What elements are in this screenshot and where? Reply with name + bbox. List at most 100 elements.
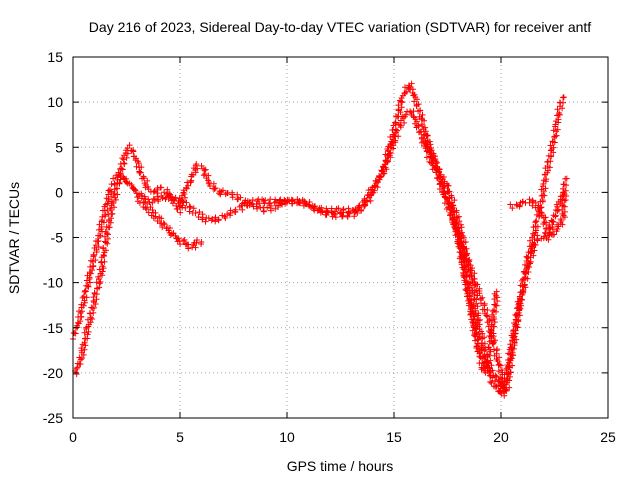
data-point-marker bbox=[529, 202, 536, 209]
data-point-marker bbox=[551, 134, 558, 141]
x-tick-label: 10 bbox=[279, 429, 295, 445]
data-point-marker bbox=[81, 288, 88, 295]
data-point-marker bbox=[78, 301, 85, 308]
data-point-marker bbox=[444, 198, 451, 205]
data-point-marker bbox=[392, 113, 399, 120]
data-point-marker bbox=[183, 199, 190, 206]
data-point-marker bbox=[367, 197, 374, 204]
data-point-marker bbox=[260, 208, 267, 215]
data-point-marker bbox=[118, 165, 125, 172]
data-point-marker bbox=[369, 184, 376, 191]
data-point-marker bbox=[203, 175, 210, 182]
data-point-marker bbox=[345, 209, 352, 216]
data-point-marker bbox=[132, 187, 139, 194]
data-point-marker bbox=[239, 206, 246, 213]
data-point-marker bbox=[456, 249, 463, 256]
data-point-marker bbox=[534, 223, 541, 230]
data-point-marker bbox=[296, 197, 303, 204]
data-point-marker bbox=[239, 200, 246, 207]
data-point-marker bbox=[117, 173, 124, 180]
data-point-marker bbox=[374, 178, 381, 185]
data-point-marker bbox=[554, 126, 561, 133]
data-point-marker bbox=[513, 201, 520, 208]
y-tick-label: -25 bbox=[43, 410, 63, 426]
data-point-marker bbox=[234, 196, 241, 203]
x-tick-label: 20 bbox=[493, 429, 509, 445]
data-point-marker bbox=[161, 221, 168, 228]
data-point-marker bbox=[324, 208, 331, 215]
y-tick-label: -15 bbox=[43, 320, 63, 336]
data-point-marker bbox=[144, 177, 151, 184]
data-point-marker bbox=[515, 312, 522, 319]
data-point-marker bbox=[256, 200, 263, 207]
data-point-marker bbox=[444, 189, 451, 196]
data-point-marker bbox=[546, 221, 553, 228]
data-point-marker bbox=[289, 198, 296, 205]
data-point-marker bbox=[401, 119, 408, 126]
data-point-marker bbox=[76, 360, 83, 367]
data-point-marker bbox=[465, 282, 472, 289]
data-point-marker bbox=[117, 171, 124, 178]
y-tick-label: -10 bbox=[43, 275, 63, 291]
data-point-marker bbox=[89, 305, 96, 312]
data-point-marker bbox=[412, 120, 419, 127]
data-point-marker bbox=[96, 280, 103, 287]
data-point-marker bbox=[152, 213, 159, 220]
data-point-marker bbox=[462, 281, 469, 288]
data-point-marker bbox=[483, 363, 490, 370]
data-point-marker bbox=[550, 212, 557, 219]
data-point-marker bbox=[469, 318, 476, 325]
data-point-marker bbox=[555, 198, 562, 205]
data-point-marker bbox=[91, 290, 98, 297]
data-point-marker bbox=[465, 302, 472, 309]
data-point-marker bbox=[560, 189, 567, 196]
data-point-marker bbox=[145, 196, 152, 203]
data-point-marker bbox=[495, 368, 502, 375]
data-point-marker bbox=[279, 201, 286, 208]
data-point-marker bbox=[90, 294, 97, 301]
data-point-marker bbox=[520, 276, 527, 283]
data-point-marker bbox=[242, 197, 249, 204]
data-point-marker bbox=[529, 234, 536, 241]
data-point-marker bbox=[505, 370, 512, 377]
data-point-marker bbox=[192, 169, 199, 176]
data-point-marker bbox=[70, 330, 77, 337]
data-point-marker bbox=[107, 186, 114, 193]
data-point-marker bbox=[124, 150, 131, 157]
data-point-marker bbox=[150, 188, 157, 195]
data-point-marker bbox=[370, 189, 377, 196]
data-point-marker bbox=[490, 340, 497, 347]
data-point-marker bbox=[492, 302, 499, 309]
data-point-marker bbox=[467, 306, 474, 313]
data-point-marker bbox=[111, 190, 118, 197]
data-point-marker bbox=[462, 262, 469, 269]
data-point-marker bbox=[97, 270, 104, 277]
data-point-marker bbox=[131, 153, 138, 160]
data-point-marker bbox=[149, 199, 156, 206]
data-point-marker bbox=[95, 243, 102, 250]
data-point-marker bbox=[455, 225, 462, 232]
data-point-marker bbox=[401, 113, 408, 120]
data-point-marker bbox=[518, 277, 525, 284]
data-point-marker bbox=[86, 274, 93, 281]
data-point-marker bbox=[500, 382, 507, 389]
data-point-marker bbox=[317, 207, 324, 214]
data-point-marker bbox=[181, 236, 188, 243]
data-point-marker bbox=[493, 356, 500, 363]
series-track-b bbox=[72, 80, 567, 399]
data-point-marker bbox=[487, 373, 494, 380]
data-point-marker bbox=[430, 157, 437, 164]
data-point-marker bbox=[507, 355, 514, 362]
data-point-marker bbox=[81, 346, 88, 353]
axis-layer: 0 5 10 15 20 25 15 10 5 0 -5 -10 -15 -20 -25 bbox=[43, 49, 616, 445]
data-point-marker bbox=[491, 307, 498, 314]
data-point-marker bbox=[106, 216, 113, 223]
data-point-marker bbox=[473, 329, 480, 336]
data-point-marker bbox=[462, 273, 469, 280]
data-point-marker bbox=[528, 245, 535, 252]
data-point-marker bbox=[543, 235, 550, 242]
data-point-marker bbox=[493, 288, 500, 295]
data-point-marker bbox=[547, 158, 554, 165]
data-point-marker bbox=[86, 269, 93, 276]
data-point-marker bbox=[530, 252, 537, 259]
